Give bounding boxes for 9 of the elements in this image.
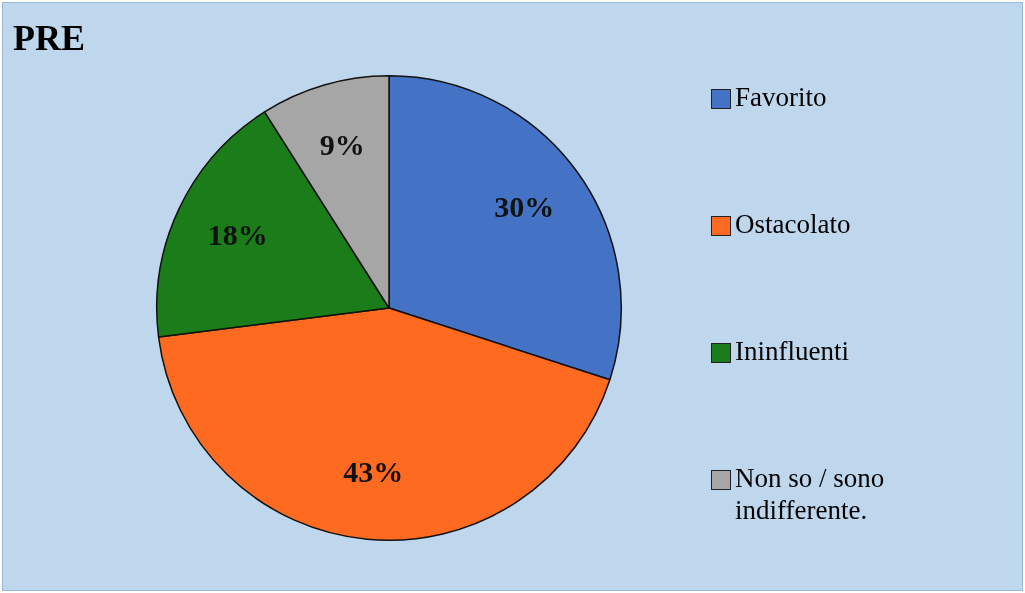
data-label: 18% — [207, 217, 268, 251]
data-label: 9% — [319, 128, 365, 162]
legend-label: Ostacolato — [735, 208, 851, 240]
data-label: 30% — [494, 190, 555, 224]
chart-title: PRE — [13, 17, 85, 59]
data-label: 43% — [343, 455, 404, 489]
legend-label: Ininfluenti — [735, 335, 849, 367]
legend-label: Non so / sono indifferente. — [735, 462, 886, 526]
legend-label: Favorito — [735, 81, 827, 113]
